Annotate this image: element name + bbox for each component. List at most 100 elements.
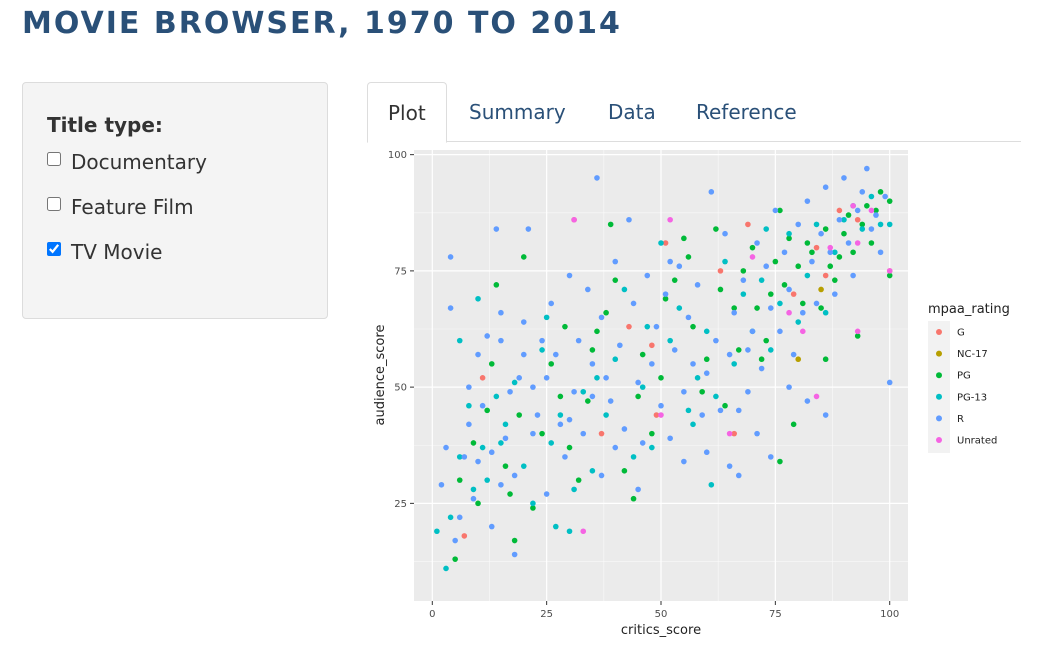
point-r <box>662 291 669 297</box>
point-pg <box>740 268 747 274</box>
point-g <box>461 533 468 539</box>
point-r <box>543 375 550 381</box>
point-r <box>466 384 472 390</box>
checkbox-tv-movie-row[interactable]: TV Movie <box>47 239 303 284</box>
point-pg <box>772 258 779 265</box>
point-nc-17 <box>795 356 802 363</box>
point-pg <box>562 323 568 330</box>
point-pg <box>475 500 481 507</box>
point-pg-13 <box>786 230 792 237</box>
tab-data[interactable]: Data <box>608 100 656 124</box>
point-r <box>475 351 481 358</box>
y-tick-label: 75 <box>394 266 407 277</box>
checkbox-documentary[interactable] <box>47 152 61 166</box>
point-g <box>745 221 751 228</box>
checkbox-feature-film[interactable] <box>47 197 61 211</box>
point-g <box>731 430 737 437</box>
tab-summary[interactable]: Summary <box>469 100 566 124</box>
point-pg <box>671 277 678 283</box>
x-tick-label: 75 <box>769 609 782 620</box>
point-r <box>649 361 655 367</box>
point-pg-13 <box>552 523 559 530</box>
legend-label-unrated: Unrated <box>957 436 997 447</box>
checkbox-feature-film-row[interactable]: Feature Film <box>47 194 303 239</box>
point-pg-13 <box>539 347 545 353</box>
point-r <box>520 319 527 325</box>
point-r <box>598 314 605 321</box>
point-r <box>699 412 705 418</box>
point-pg <box>731 305 737 311</box>
point-unrated <box>749 254 756 260</box>
point-pg-13 <box>763 226 770 232</box>
x-axis-label: critics_score <box>621 623 701 638</box>
point-pg <box>841 230 847 237</box>
point-pg-13 <box>795 319 802 325</box>
checkbox-tv-movie-label[interactable]: TV Movie <box>71 240 163 264</box>
point-pg <box>530 505 536 511</box>
point-pg <box>456 477 463 483</box>
checkbox-tv-movie[interactable] <box>47 242 61 256</box>
point-pg <box>864 202 870 209</box>
x-tick-label: 50 <box>655 609 668 620</box>
point-unrated <box>667 216 673 223</box>
point-r <box>873 212 879 218</box>
point-pg-13 <box>447 514 454 521</box>
point-pg <box>621 468 628 474</box>
scatter-plot: 0 25 50 75 100 25 50 75 100 critics_score audie… <box>373 150 1010 638</box>
point-r <box>456 514 463 521</box>
point-r <box>726 351 733 358</box>
point-r <box>580 430 587 437</box>
point-pg <box>603 309 609 316</box>
point-r <box>598 472 605 479</box>
point-r <box>530 384 536 390</box>
point-unrated <box>799 328 806 335</box>
point-pg <box>804 240 811 246</box>
point-r <box>507 388 513 395</box>
point-r <box>511 472 518 479</box>
point-pg <box>754 305 760 311</box>
point-r <box>827 249 834 256</box>
y-tick-label: 50 <box>394 383 407 394</box>
point-pg <box>557 393 564 400</box>
point-pg-13 <box>685 407 692 414</box>
tab-reference[interactable]: Reference <box>696 100 797 124</box>
point-r <box>534 412 541 418</box>
tab-plot[interactable]: Plot <box>367 82 447 143</box>
point-r <box>571 388 577 395</box>
point-r <box>813 300 820 307</box>
point-pg <box>520 254 527 260</box>
checkbox-documentary-row[interactable]: Documentary <box>47 149 303 194</box>
point-r <box>781 249 788 256</box>
point-r <box>671 347 678 353</box>
legend-key-unrated <box>936 437 942 443</box>
legend-key-g <box>936 329 942 335</box>
point-r <box>832 291 838 297</box>
legend-label-pg: PG <box>957 371 971 382</box>
point-pg-13 <box>470 486 477 493</box>
point-pg-13 <box>434 528 440 535</box>
point-r <box>795 221 802 228</box>
checkbox-feature-film-label[interactable]: Feature Film <box>71 195 194 219</box>
checkbox-documentary-label[interactable]: Documentary <box>71 150 207 174</box>
y-tick-label: 25 <box>394 499 407 510</box>
point-r <box>745 347 751 353</box>
point-unrated <box>854 240 861 246</box>
point-pg <box>539 430 545 437</box>
point-r <box>562 454 568 460</box>
legend: mpaa_rating G NC-17 PG PG-13 R Unrated <box>928 302 1010 453</box>
point-pg-13 <box>708 481 715 488</box>
point-pg <box>822 356 829 363</box>
point-pg-13 <box>520 463 527 469</box>
point-r <box>694 282 701 288</box>
point-pg-13 <box>690 421 696 428</box>
point-pg <box>493 282 500 288</box>
point-r <box>822 184 829 190</box>
point-pg <box>452 556 458 562</box>
point-g <box>662 240 669 246</box>
point-pg <box>594 328 600 335</box>
point-r <box>758 365 765 372</box>
point-pg <box>859 221 866 228</box>
point-r <box>525 226 532 232</box>
point-r <box>745 388 751 395</box>
data-points <box>434 165 893 572</box>
